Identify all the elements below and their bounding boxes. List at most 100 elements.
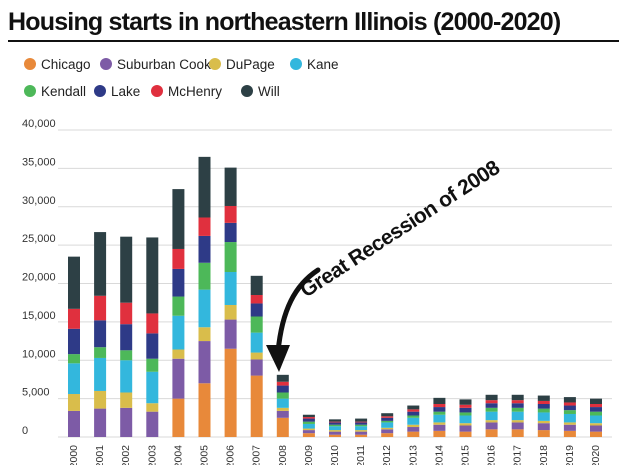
bar-stack-2000 (68, 256, 80, 437)
bar-segment-mchenry-2017 (511, 400, 524, 404)
bar-segment-kendall-2006 (224, 242, 237, 272)
bar-segment-kane-2007 (250, 332, 263, 353)
bar-segment-kane-2009 (302, 423, 315, 429)
bar-segment-suburban-cook-2001 (94, 408, 107, 437)
x-tick-label: 2007 (251, 445, 263, 465)
bar-segment-lake-2006 (224, 222, 237, 243)
bar-segment-chicago-2014 (433, 430, 446, 437)
bar-segment-mchenry-2015 (459, 404, 472, 408)
x-tick-label: 2015 (460, 445, 472, 465)
bar-segment-kendall-2007 (250, 316, 263, 333)
x-tick-label: 2020 (590, 445, 602, 465)
bar-segment-will-2014 (433, 397, 446, 404)
x-tick-label: 2010 (329, 445, 341, 465)
bar-segment-mchenry-2001 (94, 295, 107, 321)
bar-segment-suburban-cook-2015 (459, 425, 472, 432)
y-tick-label: 20,000 (22, 272, 56, 284)
bar-segment-mchenry-2005 (198, 217, 211, 236)
y-tick-label: 15,000 (22, 310, 56, 322)
bar-segment-kane-2012 (381, 422, 394, 428)
bar-segment-mchenry-2007 (250, 295, 263, 304)
bar-segment-chicago-2011 (355, 434, 368, 437)
bar-segment-kendall-2003 (146, 358, 159, 372)
bar-segment-mchenry-2016 (485, 400, 498, 404)
x-tick-label: 2013 (407, 445, 419, 465)
bar-segment-will-2019 (563, 397, 576, 403)
bar-stack-2017 (511, 394, 524, 437)
bar-segment-will-2004 (172, 189, 185, 249)
bar-segment-lake-2010 (329, 422, 341, 425)
bar-segment-will-2010 (329, 419, 341, 422)
bar-segment-kane-2011 (355, 426, 368, 431)
legend-swatch-chicago (24, 58, 36, 70)
bar-segment-dupage-2002 (120, 392, 133, 408)
bar-segment-suburban-cook-2014 (433, 424, 446, 431)
bar-segment-dupage-2005 (198, 327, 211, 342)
bar-segment-will-2001 (94, 232, 107, 296)
bar-segment-dupage-2010 (329, 430, 341, 432)
bar-segment-chicago-2019 (563, 430, 576, 437)
bar-segment-will-2016 (485, 394, 498, 401)
bar-segment-lake-2008 (276, 385, 289, 393)
bar-stack-2004 (172, 189, 185, 438)
bar-segment-mchenry-2003 (146, 313, 159, 334)
x-tick-label: 2006 (225, 445, 237, 465)
bar-segment-suburban-cook-2009 (302, 430, 315, 434)
bar-segment-chicago-2012 (381, 433, 394, 437)
bar-segment-mchenry-2009 (302, 417, 315, 419)
bar-segment-lake-2003 (146, 333, 159, 359)
bar-segment-chicago-2018 (537, 430, 550, 437)
bar-segment-kendall-2011 (355, 424, 368, 427)
bar-segment-will-2013 (407, 405, 420, 410)
bar-segment-will-2002 (120, 236, 133, 303)
bar-stack-2016 (485, 394, 498, 437)
bar-segment-chicago-2007 (250, 375, 263, 437)
bar-segment-will-2005 (198, 156, 211, 218)
bar-segment-dupage-2007 (250, 352, 263, 360)
bar-stack-2012 (381, 413, 394, 437)
bar-segment-chicago-2016 (485, 429, 498, 437)
bar-segment-suburban-cook-2011 (355, 431, 368, 435)
bar-segment-kendall-2018 (537, 408, 550, 413)
bar-segment-kane-2005 (198, 289, 211, 328)
bar-segment-kane-2008 (276, 398, 289, 408)
bar-segment-lake-2014 (433, 407, 446, 412)
y-tick-label: 40,000 (22, 118, 56, 130)
bar-segment-chicago-2004 (172, 398, 185, 438)
bar-segment-kendall-2004 (172, 296, 185, 316)
x-tick-label: 2004 (172, 445, 184, 465)
x-tick-label: 2002 (120, 445, 132, 465)
bar-segment-will-2018 (537, 395, 550, 401)
bar-segment-lake-2012 (381, 417, 394, 421)
bar-stack-2013 (407, 405, 420, 437)
y-axis: 0 5,000 10,000 15,000 20,000 25,000 30,000 35,0… (22, 118, 56, 437)
y-tick-label: 30,000 (22, 195, 56, 207)
bar-segment-dupage-2015 (459, 423, 472, 426)
bar-segment-will-2000 (68, 256, 80, 309)
x-tick-label: 2005 (199, 445, 211, 465)
x-tick-label: 2019 (564, 445, 576, 465)
bar-segment-mchenry-2019 (563, 402, 576, 406)
bar-segment-mchenry-2011 (355, 421, 368, 423)
bar-segment-dupage-2006 (224, 304, 237, 320)
bar-stack-2018 (537, 395, 550, 437)
bar-segment-kendall-2010 (329, 424, 341, 427)
bar-segment-suburban-cook-2005 (198, 341, 211, 384)
bar-segment-kendall-2019 (563, 410, 576, 414)
bar-segment-suburban-cook-2008 (276, 410, 289, 418)
bar-segment-mchenry-2010 (329, 421, 341, 423)
bar-segment-kendall-2005 (198, 262, 211, 290)
bar-stack-2020 (590, 398, 602, 437)
bar-segment-lake-2002 (120, 324, 133, 351)
bar-segment-will-2012 (381, 413, 394, 417)
bar-segment-chicago-2015 (459, 431, 472, 437)
bar-segment-kane-2019 (563, 413, 576, 423)
bar-stack-2015 (459, 399, 472, 437)
legend-label-mchenry: McHenry (168, 84, 222, 99)
bar-segment-chicago-2010 (329, 434, 341, 437)
x-tick-label: 2003 (146, 445, 158, 465)
bar-segment-suburban-cook-2010 (329, 431, 341, 435)
y-tick-label: 25,000 (22, 233, 56, 245)
bar-stack-2009 (302, 414, 315, 437)
